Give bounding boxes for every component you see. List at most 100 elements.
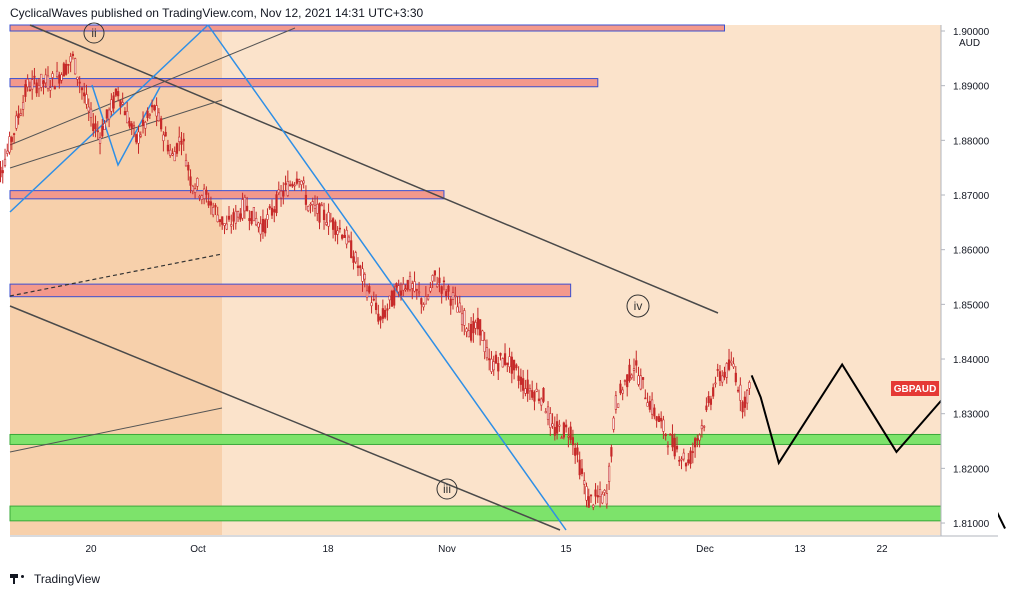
candle-body	[424, 296, 427, 305]
candle-body	[166, 144, 170, 152]
candle-body	[544, 411, 547, 414]
candle-body	[148, 114, 151, 116]
candle-body	[714, 382, 717, 385]
candle-body	[687, 459, 690, 464]
candle-body	[465, 328, 468, 332]
shaded-time-zone	[10, 25, 222, 535]
candle-body	[288, 184, 292, 186]
candle-body	[246, 205, 249, 211]
candle-body	[727, 359, 731, 370]
candle-body	[596, 495, 599, 498]
candle-body	[574, 447, 577, 456]
candle-body	[300, 180, 303, 185]
candle-body	[135, 134, 138, 143]
fan-line-lower	[9, 407, 223, 453]
candle-body	[608, 465, 611, 482]
candle-body	[408, 276, 412, 290]
candle-body	[390, 290, 394, 307]
candle-body	[646, 402, 649, 407]
y-tick-label: 1.82000	[953, 464, 990, 475]
candle-body	[347, 236, 351, 242]
candle-body	[209, 201, 213, 206]
candle-body	[112, 95, 115, 109]
candle-body	[78, 81, 81, 84]
candle-body	[8, 136, 11, 153]
candle-body	[31, 79, 34, 90]
candle-body	[230, 224, 233, 227]
candle-body	[350, 240, 353, 258]
candle-body	[370, 302, 373, 307]
x-tick-label: Oct	[190, 544, 206, 555]
candle-body	[508, 356, 511, 368]
candle-body	[427, 296, 430, 300]
candle-body	[171, 153, 174, 156]
candle-body	[682, 452, 685, 460]
candle-body	[653, 407, 656, 417]
candle-body	[429, 287, 432, 292]
candle-body	[282, 190, 285, 197]
candle-body	[512, 359, 516, 371]
candle-body	[431, 275, 434, 282]
candle-body	[589, 494, 593, 497]
wave-label-iii-text: iii	[443, 482, 451, 496]
candle-body	[255, 218, 258, 226]
candle-body	[501, 358, 504, 368]
tradingview-logo-icon[interactable]	[10, 573, 30, 585]
candle-body	[746, 390, 749, 404]
candle-body	[388, 295, 391, 301]
candle-body	[119, 100, 122, 107]
candle-body	[187, 164, 190, 171]
candle-body	[460, 313, 464, 326]
candle-body	[601, 493, 604, 504]
candle-body	[298, 179, 301, 182]
candle-body	[551, 423, 554, 427]
footer-brand[interactable]: TradingView	[34, 572, 101, 586]
candle-body	[402, 284, 405, 291]
candle-body	[175, 143, 179, 154]
candle-body	[150, 105, 154, 108]
y-tick-label: 1.83000	[953, 410, 990, 421]
candle-body	[268, 206, 271, 209]
candle-body	[26, 78, 29, 88]
candle-body	[553, 426, 556, 436]
candle-body	[164, 131, 167, 137]
candle-body	[372, 298, 375, 301]
x-tick-label: 15	[560, 544, 572, 555]
candle-body	[368, 286, 371, 293]
candle-body	[703, 425, 706, 428]
fan-line-upper	[9, 27, 296, 146]
candle-body	[614, 395, 617, 410]
wave-label-iv: iv	[626, 294, 650, 318]
candle-body	[117, 91, 120, 97]
candle-body	[261, 218, 265, 232]
candle-body	[15, 115, 18, 129]
candle-body	[198, 196, 201, 198]
candle-body	[182, 138, 185, 142]
candle-body	[716, 369, 719, 371]
candle-body	[33, 75, 36, 78]
candle-body	[243, 197, 246, 212]
candle-body	[44, 74, 47, 84]
candle-body	[273, 209, 276, 213]
candle-body	[469, 323, 473, 341]
candle-body	[492, 361, 495, 371]
candle-body	[53, 86, 56, 90]
candle-body	[603, 490, 606, 493]
candle-body	[284, 182, 287, 186]
candle-body	[472, 320, 475, 334]
candle-body	[309, 204, 312, 206]
candle-body	[693, 438, 697, 448]
candle-body	[35, 82, 38, 94]
candle-body	[639, 375, 642, 390]
candle-body	[479, 319, 482, 336]
y-tick-label: 1.87000	[953, 191, 990, 202]
candle-body	[442, 280, 446, 283]
candle-body	[139, 134, 142, 137]
candle-body	[98, 137, 102, 144]
candle-body	[673, 437, 676, 457]
candle-body	[101, 126, 104, 137]
candle-body	[655, 416, 658, 421]
candle-body	[338, 227, 341, 230]
